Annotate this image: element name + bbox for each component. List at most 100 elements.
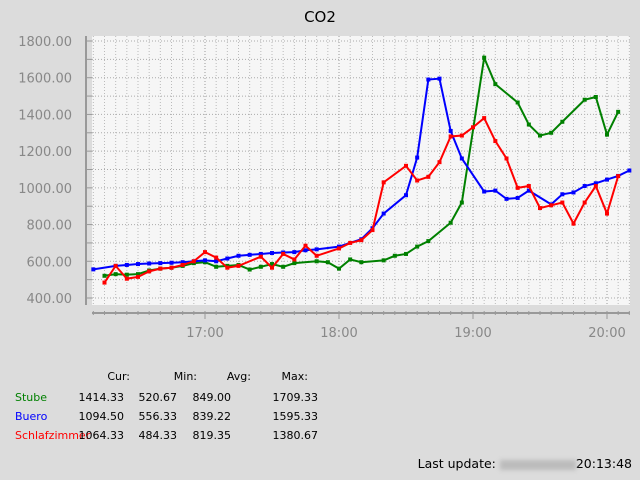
data-point-buero [493,188,498,193]
chart-title: CO2 [304,8,336,26]
header-max: Max: [281,370,308,383]
data-point-schlafzimmer [203,250,207,255]
data-point-buero [605,177,609,182]
data-point-schlafzimmer [359,238,364,243]
legend-name: Schlafzimmer [15,429,91,442]
data-point-schlafzimmer [538,206,542,211]
data-point-schlafzimmer [236,263,241,268]
data-point-stube [337,266,341,271]
y-tick-label: 1800.00 [18,35,72,50]
header-cur: Cur: [107,370,130,383]
data-point-buero [303,248,308,253]
legend-value: 556.33 [138,410,178,423]
data-point-schlafzimmer [426,174,431,179]
plot-area [92,36,630,305]
data-point-schlafzimmer [571,221,576,226]
chart: 400.00 600.00 800.00 1000.00 1200.00 1400.00 1… [18,35,632,340]
data-point-schlafzimmer [281,251,286,256]
data-point-buero [136,262,140,267]
legend-value: 819.35 [192,429,232,442]
data-point-buero [381,211,386,216]
last-update: Last update: 20:13:48 [418,456,632,471]
data-point-stube [459,200,464,205]
data-point-buero [404,193,408,198]
data-point-buero [203,258,207,263]
data-point-stube [493,82,498,87]
data-point-schlafzimmer [370,228,375,233]
data-point-schlafzimmer [214,255,219,260]
data-point-buero [124,262,129,267]
data-point-buero [91,267,96,272]
data-point-stube [136,272,140,277]
data-point-buero [214,259,219,264]
data-point-buero [169,260,174,265]
legend-value: 1094.50 [78,410,125,423]
data-point-stube [292,261,297,266]
data-point-buero [236,253,241,258]
data-point-stube [214,264,219,269]
data-point-buero [258,251,263,256]
data-point-stube [415,244,420,249]
data-point-stube [281,264,286,269]
data-point-schlafzimmer [582,200,587,205]
data-point-stube [482,55,487,60]
data-point-schlafzimmer [158,266,163,271]
legend-value: 1064.33 [78,429,125,442]
redacted-date [499,459,576,470]
data-point-stube [526,122,531,127]
data-point-schlafzimmer [337,246,341,251]
data-point-schlafzimmer [415,178,420,183]
x-tick-label: 19:00 [454,326,491,340]
data-point-schlafzimmer [180,262,185,267]
data-point-schlafzimmer [113,263,118,268]
data-point-buero [515,195,520,200]
x-tick-label: 17:00 [186,326,223,340]
data-point-buero [147,261,152,266]
data-point-schlafzimmer [136,274,140,279]
data-point-schlafzimmer [471,125,475,130]
data-point-schlafzimmer [292,257,297,262]
data-point-schlafzimmer [348,240,353,245]
data-point-stube [582,97,587,102]
data-point-buero [437,76,442,81]
legend-value: 1414.33 [78,391,125,404]
data-point-buero [560,192,565,197]
legend-value: 520.67 [138,391,178,404]
data-point-schlafzimmer [504,156,509,161]
data-point-stube [616,109,621,114]
data-point-stube [538,133,542,138]
data-point-buero [158,261,163,266]
data-point-buero [482,189,487,194]
data-point-buero [180,260,185,265]
data-point-buero [448,128,453,133]
data-point-stube [325,260,330,265]
data-point-buero [247,252,252,257]
data-point-stube [270,262,274,267]
y-tick-label: 600.00 [27,255,73,270]
data-point-schlafzimmer [560,200,565,205]
legend-value: 484.33 [138,429,178,442]
data-point-stube [359,260,364,265]
data-point-schlafzimmer [124,276,129,281]
data-point-schlafzimmer [437,160,442,165]
data-point-stube [381,258,386,263]
last-update-time: 20:13:48 [575,456,632,471]
data-point-schlafzimmer [404,163,408,168]
data-point-schlafzimmer [593,184,598,189]
data-point-schlafzimmer [459,133,464,138]
data-point-stube [593,94,598,99]
y-tick-label: 1400.00 [18,108,72,123]
y-tick-label: 1200.00 [18,145,72,160]
data-point-buero [627,168,632,173]
legend-name: Stube [15,391,48,404]
legend-value: 1380.67 [272,429,319,442]
data-point-buero [225,256,230,261]
data-point-stube [102,273,107,278]
y-tick-label: 1600.00 [18,72,72,87]
header-avg: Avg: [226,370,251,383]
data-point-schlafzimmer [314,253,319,258]
data-point-buero [415,155,420,160]
data-point-stube [314,259,319,264]
data-point-schlafzimmer [515,185,520,190]
data-point-schlafzimmer [303,243,308,248]
